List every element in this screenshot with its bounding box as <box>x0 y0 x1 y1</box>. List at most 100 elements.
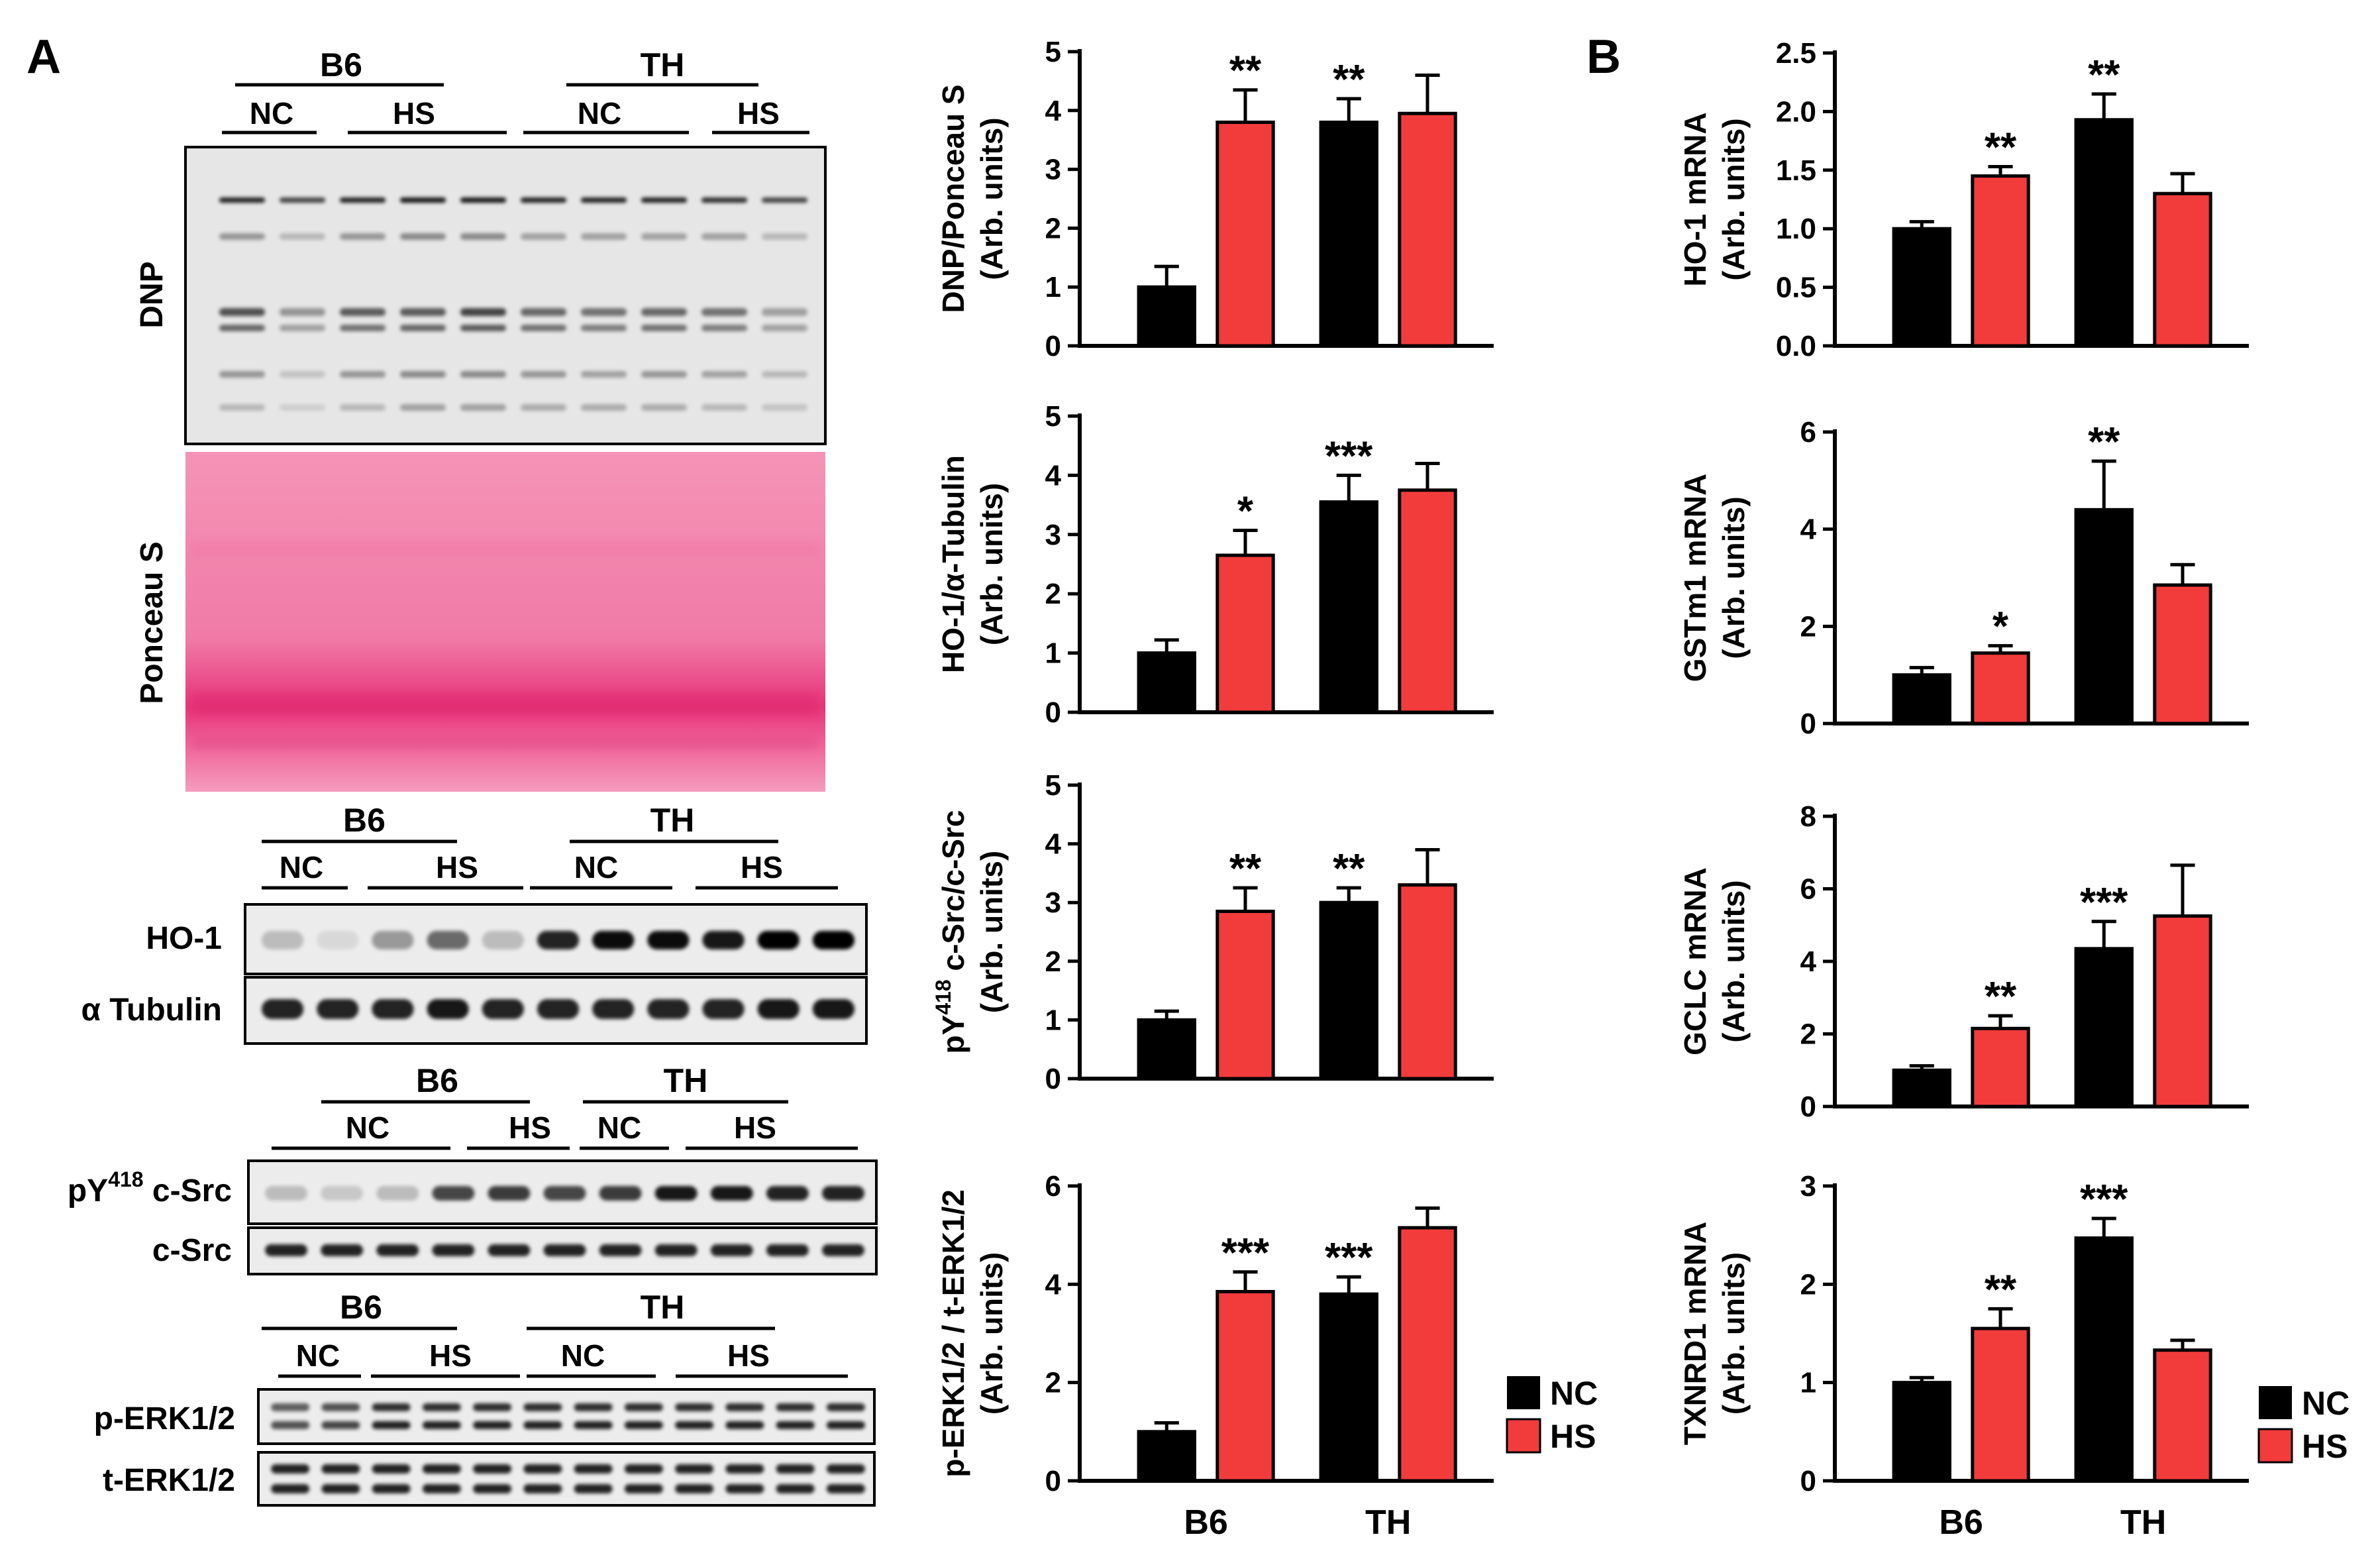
dnp-band <box>701 197 748 203</box>
ho1-blot-header: B6 TH NC HS NC HS <box>262 802 838 890</box>
perk-band <box>473 1421 512 1429</box>
dnp-band <box>701 325 748 331</box>
legend-swatch-nc <box>2259 1386 2292 1419</box>
terk-band <box>321 1464 360 1474</box>
subgroup-label-hs: HS <box>429 1338 472 1373</box>
x-category-label: B6 <box>1184 1503 1227 1542</box>
subgroup-label-nc: NC <box>597 1110 641 1145</box>
bar-hs-th <box>2153 583 2212 726</box>
y-tick-label: 0.0 <box>1776 330 1816 362</box>
psrc-band <box>766 1186 809 1201</box>
subgroup-label-hs: HS <box>734 1110 776 1145</box>
y-tick-label: 0 <box>1045 1063 1061 1095</box>
y-tick-label: 3 <box>1045 519 1061 551</box>
bar-hs-th <box>2153 191 2212 348</box>
terk-band <box>422 1464 461 1474</box>
y-axis-label: GCLC mRNA <box>1678 867 1712 1055</box>
dnp-band <box>641 233 688 240</box>
dnp-band <box>580 308 627 316</box>
dnp-band <box>761 404 808 411</box>
dnp-band <box>219 404 266 411</box>
significance-mark: ** <box>1985 1267 2017 1313</box>
dnp-band <box>339 325 386 331</box>
panel-b-label: B <box>1586 30 1621 83</box>
significance-mark: *** <box>1325 433 1373 479</box>
tubulin-band <box>702 999 745 1019</box>
dnp-band <box>399 308 446 316</box>
dnp-band <box>580 325 627 331</box>
legend-panel-a: NC HS <box>1506 1375 1598 1455</box>
dnp-blot-image <box>184 146 827 445</box>
subgroup-label-nc: NC <box>296 1338 340 1373</box>
terk-band <box>826 1464 865 1474</box>
ho1-band <box>592 931 635 949</box>
tubulin-band <box>372 999 414 1019</box>
dnp-band <box>339 371 386 378</box>
tubulin-band <box>482 999 524 1019</box>
dnp-band <box>641 404 688 411</box>
y-axis-label: DNP/Ponceau S <box>936 84 970 313</box>
subgroup-label-nc: NC <box>578 96 621 131</box>
y-tick-label: 4 <box>1045 1268 1062 1301</box>
group-label-b6: B6 <box>343 802 386 839</box>
subgroup-label-hs: HS <box>727 1338 770 1373</box>
ponceau-blot-image <box>185 452 825 792</box>
ho1-blot-image <box>244 903 868 975</box>
dnp-band <box>520 371 567 378</box>
ho1-label: HO-1 <box>146 921 222 956</box>
dnp-band <box>460 371 507 378</box>
dnp-band <box>580 233 627 240</box>
dnp-band <box>399 404 446 411</box>
bar-hs-b6 <box>1971 651 2030 726</box>
terk-band <box>271 1464 310 1474</box>
perk-band <box>574 1403 613 1411</box>
t-erk-label: t-ERK1/2 <box>103 1463 235 1498</box>
dnp-band <box>460 404 507 411</box>
dnp-band <box>339 308 386 316</box>
group-label-th: TH <box>664 1062 708 1099</box>
perk-band <box>776 1421 815 1429</box>
bar-nc-b6 <box>1892 227 1951 348</box>
perk-band <box>523 1403 562 1411</box>
tubulin-band <box>592 999 635 1019</box>
significance-mark: *** <box>1325 1235 1373 1281</box>
bar-nc-b6 <box>1137 1018 1196 1081</box>
subgroup-label-hs: HS <box>741 850 783 885</box>
bar-hs-th <box>2153 1348 2212 1483</box>
bar-hs-b6 <box>1971 1026 2030 1108</box>
perk-band <box>422 1421 461 1429</box>
bar-hs-th <box>2153 914 2212 1108</box>
subgroup-label-nc: NC <box>250 96 293 131</box>
ho1-band <box>317 931 359 949</box>
dnp-band <box>641 197 688 203</box>
ho1-band <box>372 931 414 949</box>
csrc-blot-image <box>247 1226 878 1275</box>
y-tick-label: 6 <box>1045 1170 1061 1203</box>
y-axis-label: (Arb. units) <box>974 851 1009 1013</box>
dnp-band <box>460 308 507 316</box>
y-tick-label: 2.0 <box>1776 95 1816 128</box>
y-axis-label: (Arb. units) <box>1716 496 1751 659</box>
dnp-band <box>520 308 567 316</box>
terk-blot-image <box>257 1451 876 1507</box>
y-axis-label: (Arb. units) <box>974 1252 1009 1415</box>
bar-hs-b6 <box>1216 553 1275 714</box>
y-tick-label: 6 <box>1800 873 1816 906</box>
terk-band <box>372 1484 411 1493</box>
y-tick-label: 0 <box>1045 696 1061 729</box>
terk-band <box>624 1464 663 1474</box>
y-tick-label: 4 <box>1045 459 1062 492</box>
y-tick-label: 2 <box>1800 1018 1816 1051</box>
chart-ho1mrna: 0.0 0.5 1.0 1.5 2.0 2.5 HO-1 mRNA (Arb. units) *… <box>1678 37 2249 362</box>
chart-dnp: 0 1 2 3 4 5 DNP/Ponceau S (Arb. units) ** ** <box>936 36 1494 362</box>
dnp-band <box>641 325 688 331</box>
bar-nc-th <box>2074 118 2134 348</box>
bar-nc-th <box>2074 1236 2134 1483</box>
bar-hs-b6 <box>1216 121 1275 348</box>
legend-panel-b: NC HS <box>2257 1385 2350 1465</box>
dnp-band <box>641 308 688 316</box>
significance-mark: ** <box>1985 125 2017 170</box>
